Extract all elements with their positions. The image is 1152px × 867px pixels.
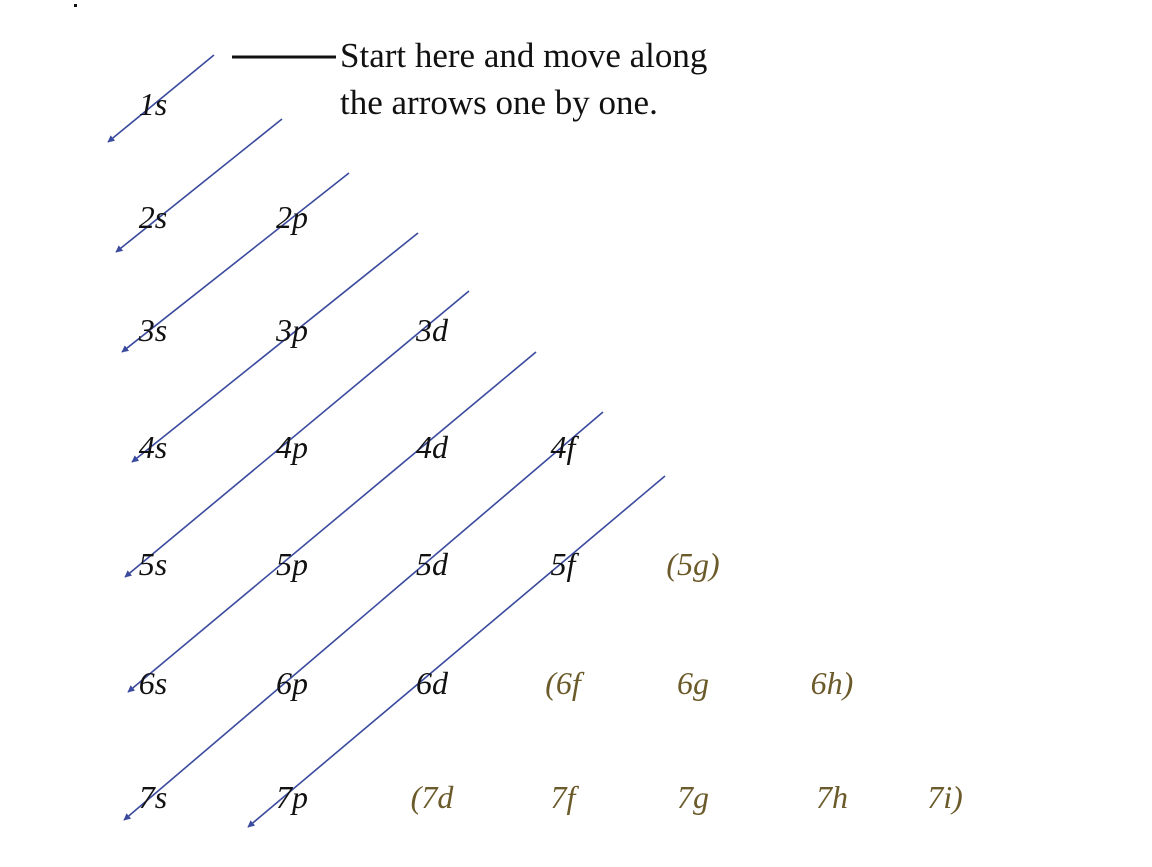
orbital-label: 4p xyxy=(276,429,308,465)
caption-line-2: the arrows one by one. xyxy=(340,83,658,122)
orbital-label: 4s xyxy=(139,429,167,465)
orbital-label: 4d xyxy=(416,429,449,465)
orbital-label: 7s xyxy=(139,779,167,815)
orbital-label: 4f xyxy=(551,429,580,465)
orbital-label: 2p xyxy=(276,199,308,235)
diagonal-arrow-3 xyxy=(121,172,350,353)
orbital-label: (6f xyxy=(545,665,585,701)
orbital-label: 3d xyxy=(415,312,449,348)
orbital-label: (5g) xyxy=(666,546,719,582)
orbital-label: 7h xyxy=(816,779,848,815)
diagonal-arrow-8 xyxy=(247,475,666,828)
orbital-label: 3s xyxy=(138,312,167,348)
corner-dot xyxy=(74,4,77,7)
orbital-label: 7i) xyxy=(927,779,963,815)
orbital-label: 6h) xyxy=(811,665,854,701)
diagonal-arrow-1 xyxy=(107,54,215,143)
orbital-label: 6g xyxy=(677,665,709,701)
orbital-label: 6s xyxy=(139,665,167,701)
diagonal-arrow-7 xyxy=(123,411,604,821)
diagonal-arrow-2 xyxy=(115,118,283,253)
diagonal-arrow-4 xyxy=(131,232,419,463)
orbital-label: 5p xyxy=(276,546,308,582)
orbital-label: 7g xyxy=(677,779,709,815)
orbital-label: 5s xyxy=(139,546,167,582)
diagonal-arrow-6 xyxy=(127,351,537,693)
orbital-label: 2s xyxy=(139,199,167,235)
orbital-label: 5d xyxy=(416,546,449,582)
orbital-label: (7d xyxy=(411,779,455,815)
diagonal-arrow-5 xyxy=(124,290,470,578)
orbital-label: 6d xyxy=(416,665,449,701)
caption-line-1: Start here and move along xyxy=(340,36,707,75)
orbital-label: 7p xyxy=(276,779,308,815)
orbital-label: 1s xyxy=(139,86,167,122)
orbital-label: 6p xyxy=(276,665,308,701)
orbital-label: 5f xyxy=(551,546,580,582)
orbital-label: 7f xyxy=(551,779,580,815)
orbital-label: 3p xyxy=(275,312,308,348)
